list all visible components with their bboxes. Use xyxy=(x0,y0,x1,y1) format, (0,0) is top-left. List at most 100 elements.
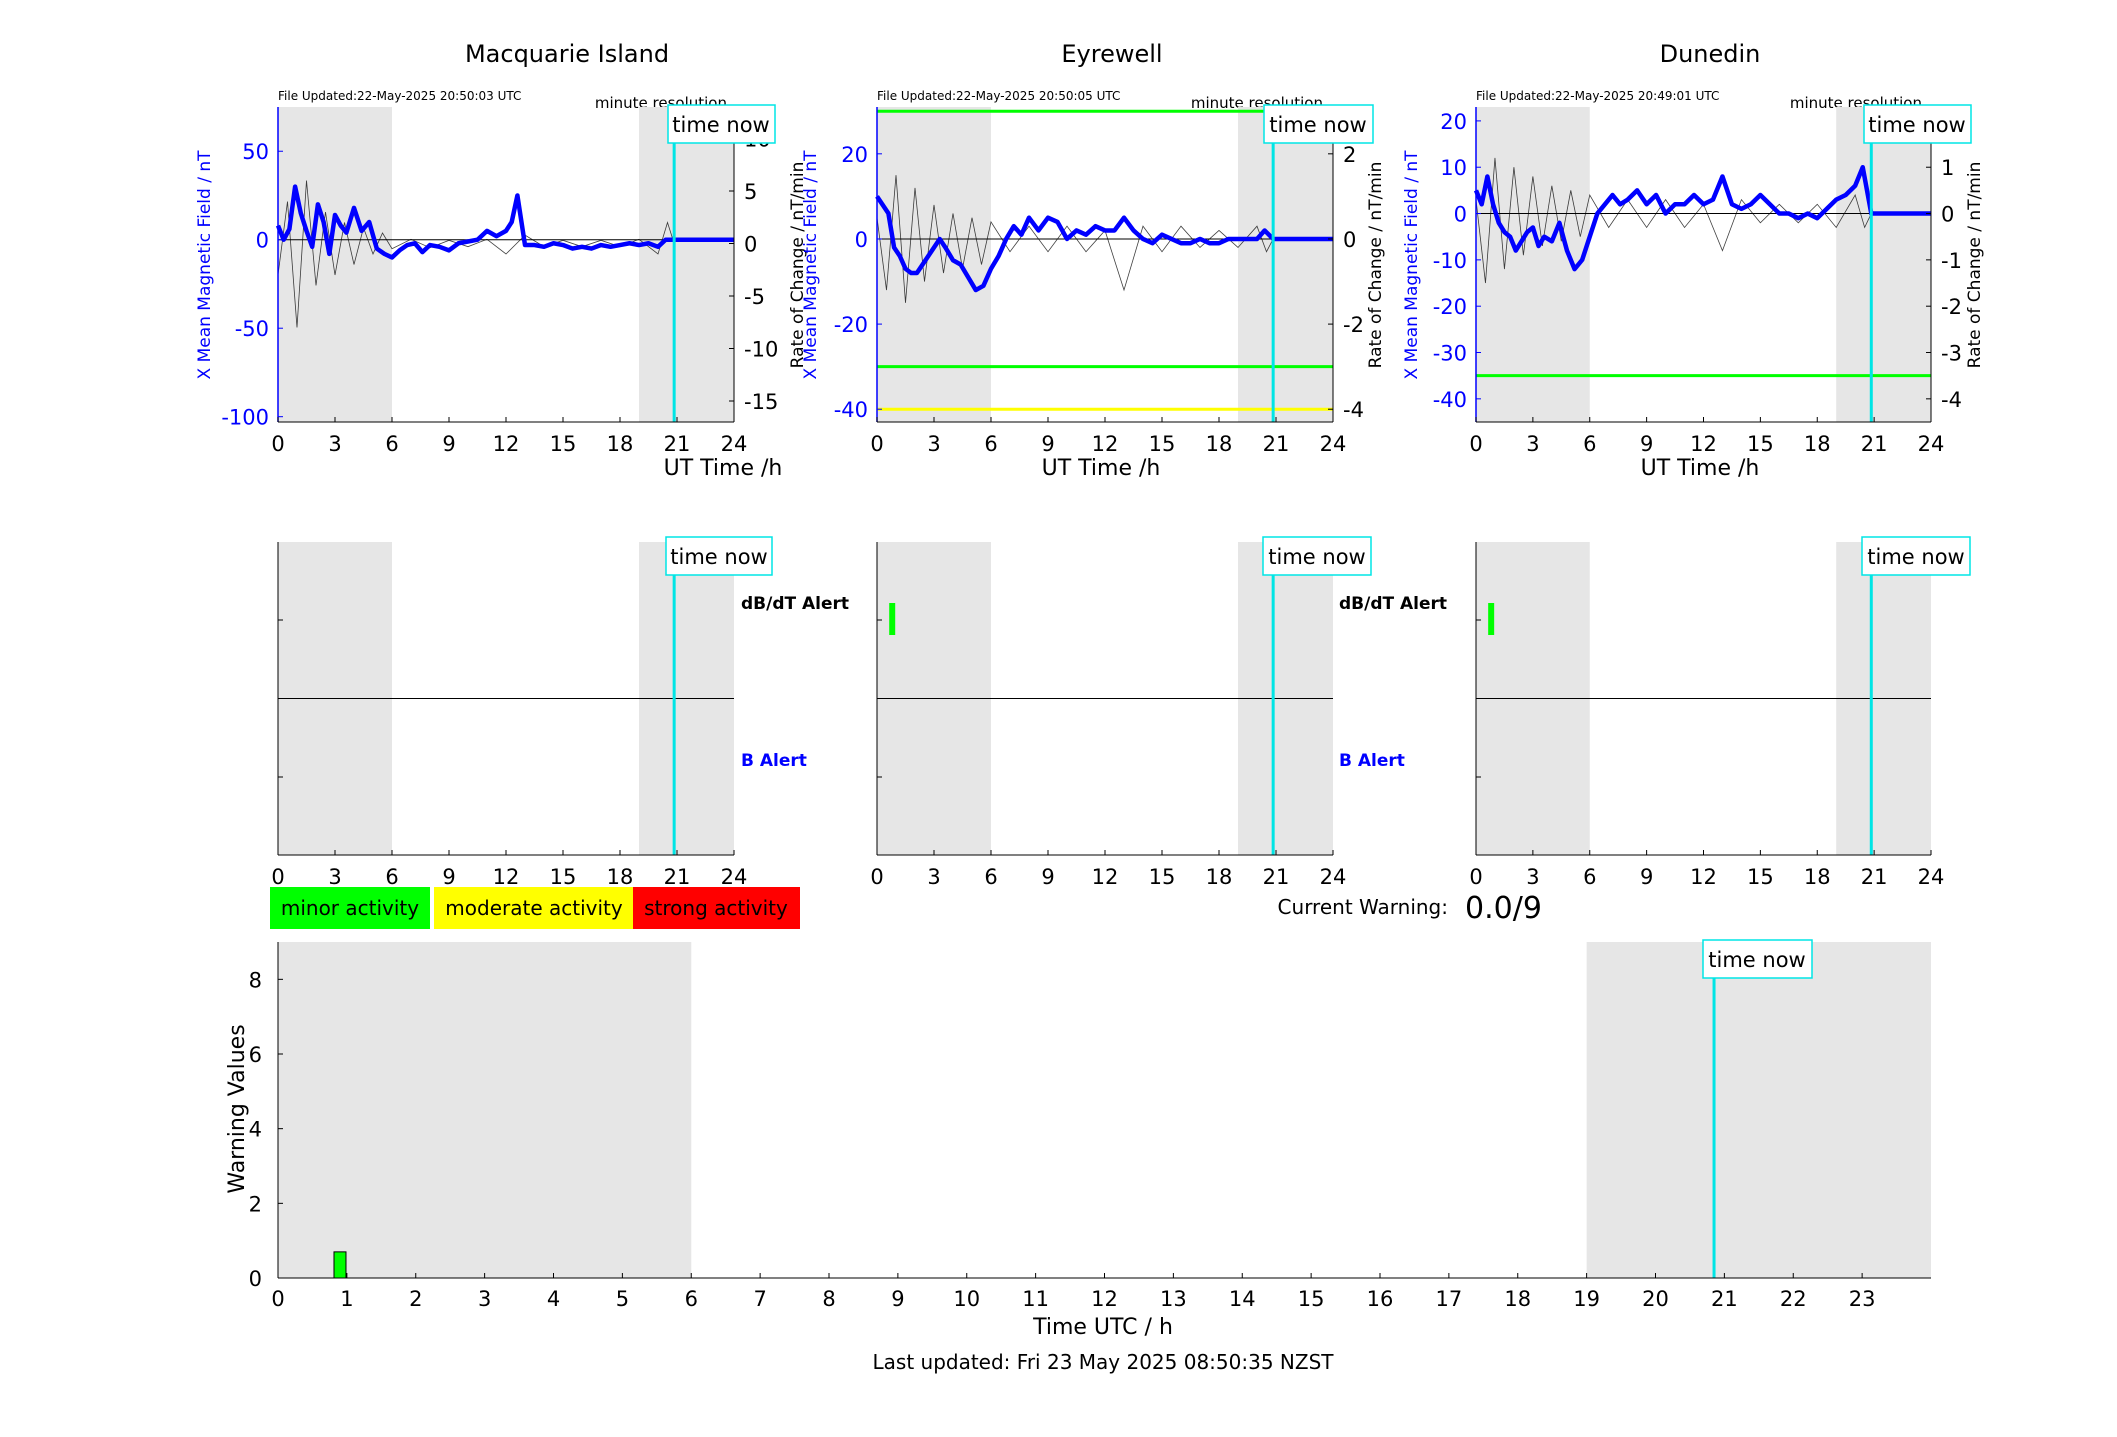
x-tick-label: 0 xyxy=(271,1287,284,1311)
left-y-tick-label: -40 xyxy=(834,398,868,422)
right-y-tick-label: -3 xyxy=(1941,342,1962,366)
x-tick-label: 18 xyxy=(1206,865,1233,889)
y-tick-label: 6 xyxy=(249,1043,262,1067)
x-tick-label: 3 xyxy=(328,432,341,456)
time-now-label: time now xyxy=(1268,545,1365,569)
left-y-tick-label: 0 xyxy=(1454,203,1467,227)
left-y-tick-label: -30 xyxy=(1433,342,1467,366)
left-y-tick-label: 20 xyxy=(1440,110,1467,134)
x-tick-label: 21 xyxy=(1711,1287,1738,1311)
alert-plot: 0 3 6 9 12 15 18 21 24 xyxy=(271,542,747,889)
x-tick-label: 12 xyxy=(493,432,520,456)
left-y-tick-label: 50 xyxy=(242,140,269,164)
x-tick-label: 9 xyxy=(442,865,455,889)
time-now-box-frame xyxy=(665,536,773,576)
right-y-tick-label: 0 xyxy=(1941,203,1954,227)
time-now-box-frame xyxy=(1861,536,1971,576)
legend-minor-swatch xyxy=(270,887,430,929)
x-tick-label: 3 xyxy=(1526,432,1539,456)
alert-panel-eyrewell: 0 3 6 9 12 15 18 21 24 time now dB/dT Alert B Al… xyxy=(870,536,1447,889)
x-tick-label: 21 xyxy=(664,432,691,456)
time-now-box: time now xyxy=(667,104,776,144)
current-warning-label: Current Warning: xyxy=(1278,895,1448,919)
x-tick-label: 18 xyxy=(1206,432,1233,456)
file-updated-text: File Updated:22-May-2025 20:50:03 UTC xyxy=(278,89,521,103)
x-tick-label: 21 xyxy=(1861,865,1888,889)
x-tick-label: 6 xyxy=(984,865,997,889)
x-tick-label: 3 xyxy=(1526,865,1539,889)
x-tick-label: 18 xyxy=(607,865,634,889)
magnetic-field-plot: 0369121518212420100-10-20-30-40210-1-2-3… xyxy=(1433,107,1962,456)
night-shade-early xyxy=(877,107,991,422)
dbdt-alert-bar xyxy=(1488,603,1495,635)
right-y-axis-label: Rate of Change / nT/min xyxy=(1965,162,1985,369)
x-tick-label: 6 xyxy=(1583,865,1596,889)
x-tick-label: 12 xyxy=(1092,432,1119,456)
time-now-box-frame xyxy=(1863,104,1972,144)
x-tick-label: 0 xyxy=(1469,432,1482,456)
mean-field-series xyxy=(275,184,734,260)
time-now-label: time now xyxy=(1868,113,1965,137)
x-tick-label: 24 xyxy=(1320,865,1347,889)
right-y-tick-label: -15 xyxy=(744,390,778,414)
x-tick-label: 9 xyxy=(1041,865,1054,889)
x-tick-label: 0 xyxy=(271,865,284,889)
dbdt-alert-label: dB/dT Alert xyxy=(741,594,849,614)
x-tick-label: 21 xyxy=(1263,865,1290,889)
x-tick-label: 15 xyxy=(1298,1287,1325,1311)
time-now-box-frame xyxy=(1263,104,1374,144)
x-tick-label: 0 xyxy=(1469,865,1482,889)
legend-moderate-label: moderate activity xyxy=(445,896,623,920)
current-warning-value: 0.0/9 xyxy=(1465,891,1542,926)
legend-moderate-swatch xyxy=(434,887,633,929)
x-tick-label: 9 xyxy=(1640,865,1653,889)
time-now-box-frame xyxy=(667,104,776,144)
left-y-tick-label: 0 xyxy=(855,228,868,252)
x-tick-label: 9 xyxy=(891,1287,904,1311)
alert-panel-dunedin: 0 3 6 9 12 15 18 21 24 time now xyxy=(1469,536,1971,889)
x-tick-label: 11 xyxy=(1022,1287,1049,1311)
station-panel-dunedin: Dunedin File Updated:22-May-2025 20:49:0… xyxy=(1402,40,1985,481)
y-axis-label: Warning Values xyxy=(225,1024,250,1193)
night-shade-early xyxy=(278,107,392,422)
right-y-tick-label: 2 xyxy=(1343,143,1356,167)
x-tick-label: 23 xyxy=(1849,1287,1876,1311)
right-y-axis-label: Rate of Change / nT/min xyxy=(1366,162,1386,369)
right-y-axis-label: Rate of Change / nT/min xyxy=(788,162,808,369)
station-title: Eyrewell xyxy=(1061,40,1162,68)
left-y-axis-label: X Mean Magnetic Field / nT xyxy=(801,150,821,380)
x-tick-label: 18 xyxy=(1504,1287,1531,1311)
x-tick-label: 24 xyxy=(1918,432,1945,456)
x-tick-label: 3 xyxy=(927,432,940,456)
x-tick-label: 15 xyxy=(1149,865,1176,889)
x-tick-label: 22 xyxy=(1780,1287,1807,1311)
station-panel-eyrewell: Eyrewell File Updated:22-May-2025 20:50:… xyxy=(801,40,1386,481)
station-title: Dunedin xyxy=(1660,40,1761,68)
time-now-box: time now xyxy=(1861,536,1971,576)
x-tick-label: 18 xyxy=(1804,432,1831,456)
x-tick-label: 6 xyxy=(1583,432,1596,456)
x-axis-label: UT Time /h xyxy=(664,456,783,481)
x-tick-label: 2 xyxy=(409,1287,422,1311)
x-tick-label: 3 xyxy=(328,865,341,889)
x-tick-label: 12 xyxy=(493,865,520,889)
x-tick-label: 24 xyxy=(721,865,748,889)
y-tick-label: 4 xyxy=(249,1118,262,1142)
night-shade-late xyxy=(1238,107,1333,422)
x-axis-label: Time UTC / h xyxy=(1032,1315,1173,1340)
station-title: Macquarie Island xyxy=(465,40,669,68)
alert-panel-macquarie: 0 3 6 9 12 15 18 21 24 time now dB/dT Alert B Al… xyxy=(271,536,849,889)
right-y-tick-label: 1 xyxy=(1941,156,1954,180)
right-y-tick-label: -5 xyxy=(744,285,765,309)
x-tick-label: 14 xyxy=(1229,1287,1256,1311)
right-y-tick-label: -10 xyxy=(744,338,778,362)
mean-field-series xyxy=(1473,164,1931,272)
time-now-box: time now xyxy=(1702,939,1813,979)
file-updated-text: File Updated:22-May-2025 20:49:01 UTC xyxy=(1476,89,1719,103)
time-now-label: time now xyxy=(1269,113,1366,137)
